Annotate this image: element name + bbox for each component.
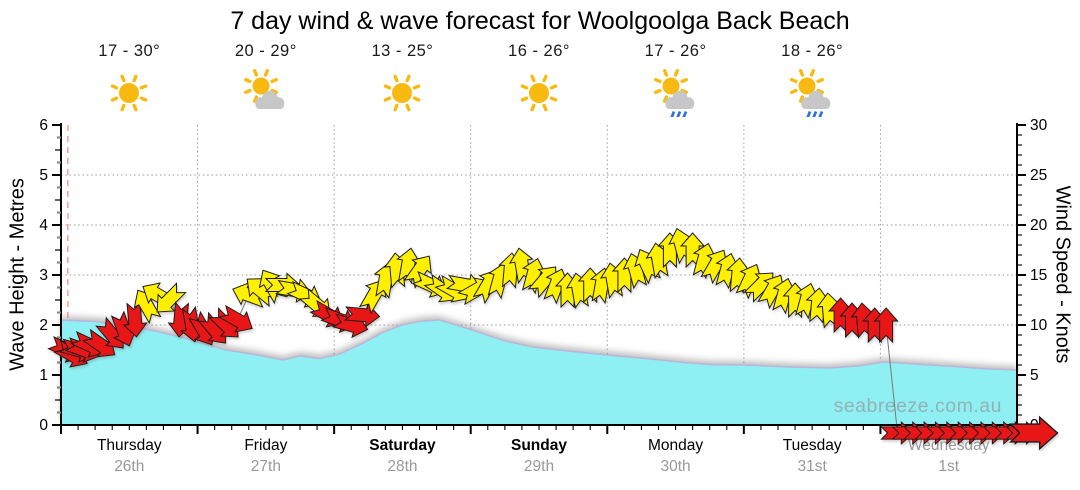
temperature-range: 16 - 26°	[508, 42, 570, 60]
day-forecast-thursday: 17 - 30°	[59, 42, 199, 117]
day-label-tuesday: Tuesday	[783, 437, 842, 454]
date-label: 29th	[524, 458, 554, 475]
day-label-monday: Monday	[648, 437, 703, 454]
sunny-icon	[520, 74, 558, 112]
temperature-range: 17 - 26°	[644, 42, 707, 60]
temperature-range: 17 - 30°	[98, 42, 161, 60]
page-title: 7 day wind & wave forecast for Woolgoolg…	[230, 7, 850, 35]
watermark: seabreeze.com.au	[834, 395, 1002, 417]
date-label: 30th	[660, 458, 690, 475]
left-axis-tick-label: 1	[39, 367, 48, 384]
left-axis-tick-label: 2	[39, 317, 48, 334]
right-axis-tick-label: 5	[1030, 367, 1039, 384]
day-forecast-saturday: 13 - 25°	[332, 42, 472, 117]
left-axis-title: Wave Height - Metres	[6, 178, 29, 371]
right-axis-tick-label: 30	[1030, 117, 1048, 134]
right-axis-tick-label: 25	[1030, 167, 1047, 184]
day-label-saturday: Saturday	[369, 437, 436, 454]
wave-height-line	[60, 319, 1018, 371]
day-label-thursday: Thursday	[97, 437, 162, 454]
left-axis-tick-label: 4	[39, 217, 48, 234]
day-label-friday: Friday	[244, 437, 287, 454]
temperature-range: 18 - 26°	[781, 42, 844, 60]
sunny-icon	[110, 74, 148, 112]
left-axis-tick-label: 3	[39, 267, 48, 284]
date-label: 27th	[251, 458, 281, 475]
day-forecast-tuesday: 18 - 26°	[742, 42, 882, 117]
sunny-icon	[384, 74, 421, 112]
day-forecast-sunday: 16 - 26°	[469, 42, 609, 117]
right-axis-tick-label: 15	[1030, 267, 1047, 284]
day-forecast-friday: 20 - 29°	[196, 42, 336, 117]
wave-height-area	[61, 320, 1017, 425]
left-axis-tick-label: 0	[39, 417, 48, 434]
date-label: 28th	[387, 458, 417, 475]
left-axis-tick-label: 6	[39, 117, 48, 134]
day-label-sunday: Sunday	[511, 437, 567, 454]
right-axis-title: Wind Speed - Knots	[1051, 185, 1074, 364]
left-axis-tick-label: 5	[39, 167, 48, 184]
date-label: 1st	[938, 458, 959, 475]
temperature-range: 20 - 29°	[234, 42, 297, 60]
day-forecast-monday: 17 - 26°	[606, 42, 746, 117]
right-axis-tick-label: 20	[1030, 217, 1048, 234]
rain-showers-icon	[790, 69, 831, 117]
rain-showers-icon	[653, 69, 694, 117]
date-label: 26th	[114, 458, 144, 475]
temperature-range: 13 - 25°	[371, 42, 434, 60]
date-label: 31st	[797, 458, 827, 475]
partly-cloudy-icon	[243, 69, 285, 109]
right-axis-tick-label: 10	[1030, 317, 1048, 334]
